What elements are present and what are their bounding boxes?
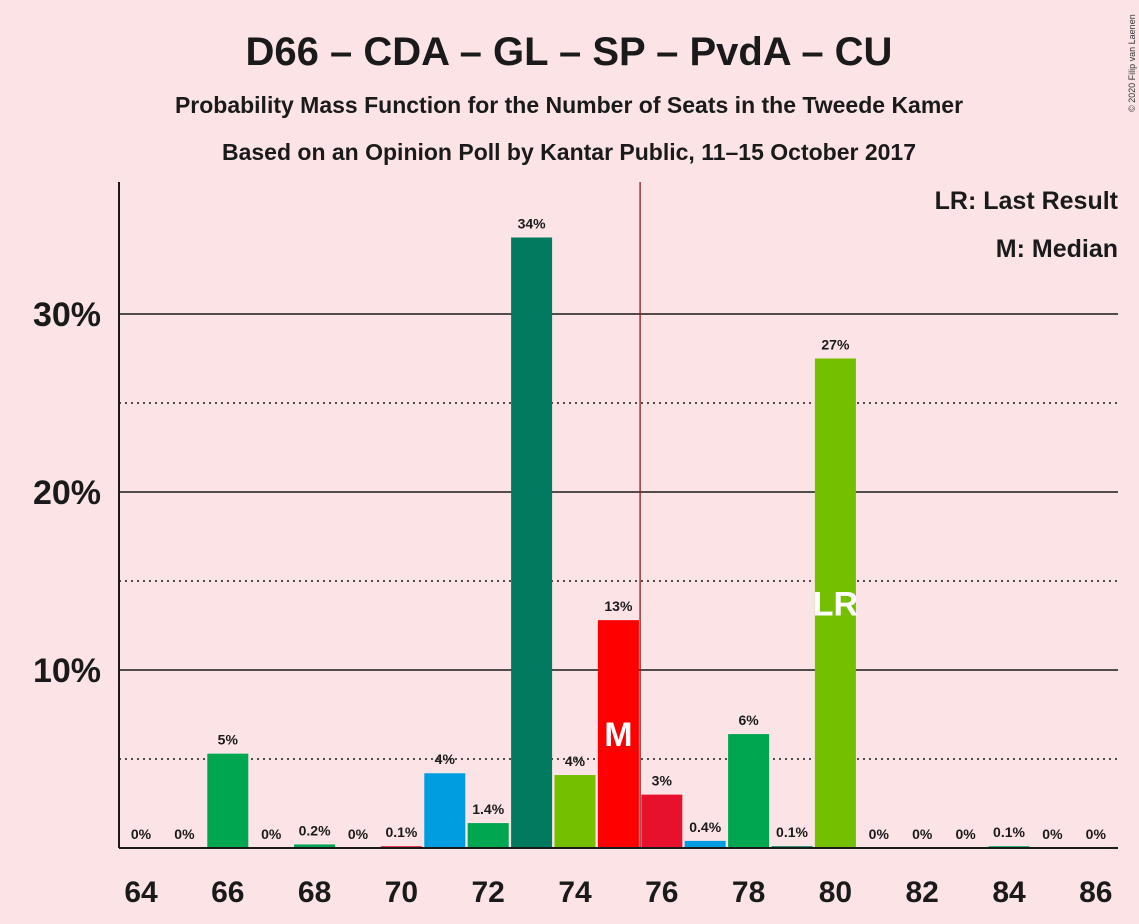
data-label-73: 34% bbox=[518, 215, 547, 231]
x-tick-label-78: 78 bbox=[732, 876, 765, 909]
data-label-85: 0% bbox=[1042, 826, 1063, 842]
data-label-78: 6% bbox=[738, 712, 759, 728]
data-label-81: 0% bbox=[869, 826, 890, 842]
x-tick-label-74: 74 bbox=[558, 876, 592, 909]
data-label-75: 13% bbox=[604, 598, 633, 614]
data-label-83: 0% bbox=[955, 826, 976, 842]
data-label-76: 3% bbox=[652, 773, 673, 789]
data-label-79: 0.1% bbox=[776, 824, 808, 840]
data-label-72: 1.4% bbox=[472, 801, 504, 817]
data-label-80: 27% bbox=[821, 337, 850, 353]
bar-72 bbox=[467, 823, 509, 848]
data-label-82: 0% bbox=[912, 826, 933, 842]
bar-68 bbox=[294, 844, 336, 848]
x-tick-label-64: 64 bbox=[124, 876, 158, 909]
bar-80 bbox=[814, 358, 856, 848]
data-label-68: 0.2% bbox=[299, 822, 331, 838]
bar-78 bbox=[728, 734, 770, 848]
chart-title: D66 – CDA – GL – SP – PvdA – CU bbox=[246, 30, 893, 74]
chart-subtitle-1: Probability Mass Function for the Number… bbox=[175, 92, 963, 118]
markers: M LR bbox=[604, 585, 858, 754]
data-label-64: 0% bbox=[131, 826, 152, 842]
data-label-65: 0% bbox=[174, 826, 195, 842]
y-tick-label-20: 20% bbox=[33, 474, 101, 512]
x-tick-label-76: 76 bbox=[645, 876, 678, 909]
bar-75 bbox=[597, 620, 639, 848]
y-tick-label-30: 30% bbox=[33, 296, 101, 334]
x-tick-label-86: 86 bbox=[1079, 876, 1112, 909]
x-tick-label-84: 84 bbox=[992, 876, 1026, 909]
legend-median: M: Median bbox=[996, 235, 1118, 263]
bar-74 bbox=[554, 775, 596, 848]
bar-71 bbox=[424, 773, 466, 848]
x-tick-label-82: 82 bbox=[906, 876, 939, 909]
x-tick-label-68: 68 bbox=[298, 876, 331, 909]
axes bbox=[118, 182, 1118, 849]
y-tick-label-10: 10% bbox=[33, 652, 101, 690]
data-label-71: 4% bbox=[435, 751, 456, 767]
bar-66 bbox=[207, 753, 249, 848]
data-label-66: 5% bbox=[218, 732, 239, 748]
x-tick-label-72: 72 bbox=[472, 876, 505, 909]
x-tick-label-66: 66 bbox=[211, 876, 244, 909]
credit-text: © 2020 Filip van Laenen bbox=[1127, 14, 1137, 112]
x-tick-label-80: 80 bbox=[819, 876, 852, 909]
y-tick-labels: 10% 20% 30% bbox=[33, 296, 101, 690]
bars bbox=[207, 182, 1030, 848]
median-marker: M bbox=[604, 716, 632, 754]
data-label-69: 0% bbox=[348, 826, 369, 842]
data-label-70: 0.1% bbox=[385, 824, 417, 840]
legend-last-result: LR: Last Result bbox=[935, 187, 1119, 215]
data-label-84: 0.1% bbox=[993, 824, 1025, 840]
chart-subtitle-2: Based on an Opinion Poll by Kantar Publi… bbox=[222, 139, 916, 165]
data-labels: 0% 0% 5% 0% 0.2% 0% 0.1% 4% 1.4% 34% 4% 13% 3% 0.4% 6%… bbox=[131, 215, 1107, 842]
last-result-marker: LR bbox=[813, 585, 858, 623]
bar-73 bbox=[511, 237, 553, 848]
bar-76 bbox=[641, 794, 683, 848]
x-tick-labels: 64 66 68 70 72 74 76 78 80 82 84 86 bbox=[124, 876, 1112, 909]
x-tick-label-70: 70 bbox=[385, 876, 418, 909]
data-label-67: 0% bbox=[261, 826, 282, 842]
bar-77 bbox=[684, 840, 726, 848]
data-label-74: 4% bbox=[565, 753, 586, 769]
data-label-77: 0.4% bbox=[689, 819, 721, 835]
data-label-86: 0% bbox=[1086, 826, 1107, 842]
